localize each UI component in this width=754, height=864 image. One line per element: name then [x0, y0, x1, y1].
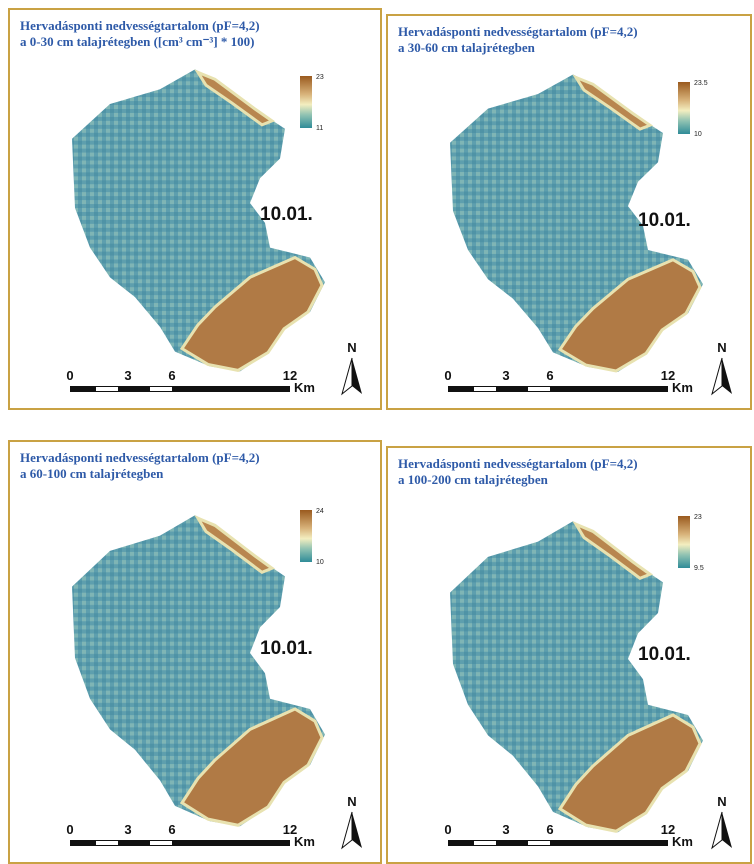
scale-bar	[448, 840, 668, 846]
scale-gap	[474, 387, 496, 391]
north-arrow	[352, 358, 362, 394]
scale-unit: Km	[672, 834, 693, 849]
map: Hervadásponti nedvességtartalom (pF=4,2)…	[20, 18, 362, 396]
scale-gap	[96, 387, 118, 391]
scale-label: 0	[444, 368, 451, 383]
scale-gap	[528, 841, 550, 845]
scale-unit: Km	[672, 380, 693, 395]
scale-gap	[528, 387, 550, 391]
scale-label: 6	[168, 822, 175, 837]
high-zone	[194, 69, 276, 127]
high-zone	[557, 258, 702, 373]
map-panel: Hervadásponti nedvességtartalom (pF=4,2)…	[8, 440, 382, 864]
scale-unit: Km	[294, 834, 315, 849]
scale-gap	[150, 387, 172, 391]
date-label: 10.01.	[638, 644, 691, 665]
legend-min: 10	[316, 559, 324, 566]
scale-bar	[448, 386, 668, 392]
high-zone	[572, 521, 654, 581]
scale-gap	[150, 841, 172, 845]
scale-label: 12	[661, 368, 675, 383]
high-zone	[179, 255, 324, 372]
north-arrow	[341, 811, 353, 850]
map-panel: Hervadásponti nedvességtartalom (pF=4,2)…	[386, 14, 752, 410]
scale-label: 6	[168, 368, 175, 383]
legend-max: 23	[316, 74, 324, 81]
date-label: 10.01.	[638, 210, 691, 231]
panel-title: a 60-100 cm talajrétegben	[20, 466, 164, 481]
scale-label: 0	[66, 822, 73, 837]
scale-unit: Km	[294, 380, 315, 395]
scale-gap	[96, 841, 118, 845]
scale-label: 0	[444, 822, 451, 837]
region-map	[72, 69, 325, 372]
scale-label: 3	[124, 368, 131, 383]
legend-min: 9.5	[694, 565, 704, 572]
legend-min: 11	[316, 125, 323, 132]
high-zone	[557, 713, 702, 833]
map-panel: Hervadásponti nedvességtartalom (pF=4,2)…	[386, 446, 752, 864]
north-arrow	[711, 811, 723, 850]
legend-bar	[300, 76, 312, 128]
date-label: 10.01.	[260, 638, 313, 659]
north-arrow	[722, 812, 732, 848]
scale-label: 12	[661, 822, 675, 837]
region-map	[450, 74, 703, 373]
scale-label: 6	[546, 822, 553, 837]
scale-label: 3	[124, 822, 131, 837]
panel-title: a 100-200 cm talajrétegben	[398, 472, 549, 487]
scale-bar	[70, 840, 290, 846]
panel-title: Hervadásponti nedvességtartalom (pF=4,2)	[398, 456, 638, 471]
north-label: N	[347, 794, 356, 809]
legend-max: 23	[694, 514, 702, 521]
date-label: 10.01.	[260, 204, 313, 225]
scale-label: 0	[66, 368, 73, 383]
high-zone	[194, 515, 276, 575]
region-map	[72, 515, 325, 827]
scale-gap	[474, 841, 496, 845]
panel-title: Hervadásponti nedvességtartalom (pF=4,2)	[20, 450, 260, 465]
north-arrow	[711, 357, 723, 396]
north-label: N	[347, 340, 356, 355]
map: Hervadásponti nedvességtartalom (pF=4,2)…	[398, 24, 732, 396]
scale-label: 3	[502, 368, 509, 383]
legend-bar	[300, 510, 312, 562]
north-arrow	[352, 812, 362, 848]
legend-min: 10	[694, 131, 702, 138]
map: Hervadásponti nedvességtartalom (pF=4,2)…	[20, 450, 362, 850]
panel-title: a 0-30 cm talajrétegben ([cm³ cm⁻³] * 10…	[20, 34, 255, 49]
scale-label: 3	[502, 822, 509, 837]
panel-title: Hervadásponti nedvességtartalom (pF=4,2)	[20, 18, 260, 33]
map-panel: Hervadásponti nedvességtartalom (pF=4,2)…	[8, 8, 382, 410]
legend-max: 23.5	[694, 80, 708, 87]
scale-label: 6	[546, 368, 553, 383]
high-zone	[179, 707, 324, 827]
panel-title: Hervadásponti nedvességtartalom (pF=4,2)	[398, 24, 638, 39]
scale-bar	[70, 386, 290, 392]
legend-max: 24	[316, 508, 324, 515]
legend-bar	[678, 82, 690, 134]
scale-label: 12	[283, 822, 297, 837]
high-zone	[572, 74, 654, 131]
panel-title: a 30-60 cm talajrétegben	[398, 40, 536, 55]
north-label: N	[717, 794, 726, 809]
north-arrow	[722, 358, 732, 394]
region-map	[450, 521, 703, 833]
map: Hervadásponti nedvességtartalom (pF=4,2)…	[398, 456, 732, 850]
north-arrow	[341, 357, 353, 396]
north-label: N	[717, 340, 726, 355]
scale-label: 12	[283, 368, 297, 383]
legend-bar	[678, 516, 690, 568]
